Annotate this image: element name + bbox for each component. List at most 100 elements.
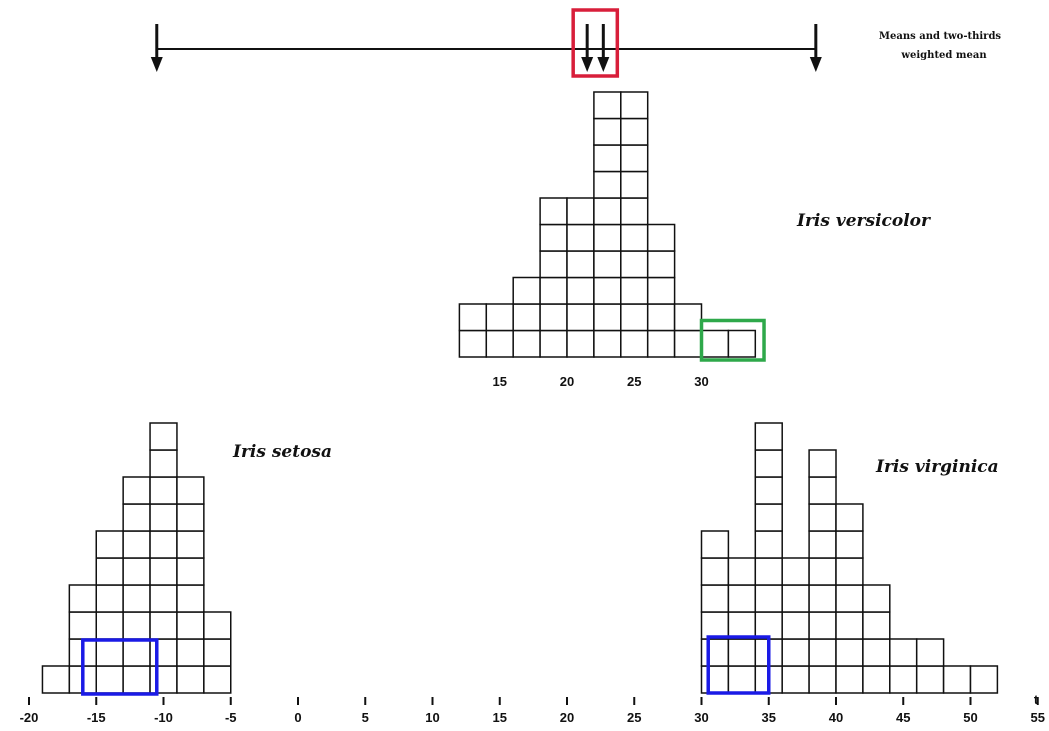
hist-cell-virginica [754, 530, 783, 559]
hist-cell-virginica [862, 584, 891, 613]
hist-cell-virginica [727, 638, 757, 667]
hist-cell-versicolor [593, 303, 622, 332]
hist-cell-versicolor [620, 197, 649, 226]
hist-cell-versicolor [620, 117, 649, 146]
series-label-virginica: Iris virginica [875, 457, 999, 477]
versicolor-tick-label: 20 [560, 374, 574, 389]
x-tick-label: 40 [829, 710, 843, 725]
hist-cell-setosa [95, 557, 124, 586]
hist-cell-versicolor [593, 144, 622, 173]
x-tick-label: -15 [87, 710, 106, 725]
means-axis [150, 24, 822, 72]
hist-cell-virginica [808, 557, 837, 586]
hist-cell-virginica [754, 584, 783, 613]
x-tick-label: 50 [963, 710, 977, 725]
hist-cell-setosa [122, 584, 151, 613]
hist-cell-setosa [176, 503, 205, 532]
hist-cell-virginica [835, 638, 864, 667]
hist-cell-setosa [95, 611, 124, 640]
hist-cell-setosa [149, 665, 178, 694]
hist-cell-versicolor [593, 276, 622, 305]
hist-cell-versicolor [620, 170, 649, 199]
hist-cell-setosa [41, 665, 71, 694]
hist-cell-setosa [95, 665, 124, 694]
hist-cell-virginica [915, 665, 945, 694]
means-note-line-1: Means and two-thirds [879, 31, 1002, 42]
hist-cell-virginica [808, 611, 837, 640]
hist-cell-virginica [754, 611, 783, 640]
hist-cell-virginica [700, 665, 730, 694]
hist-cell-virginica [727, 584, 757, 613]
hist-cell-setosa [176, 557, 205, 586]
versicolor-tick-label: 15 [493, 374, 507, 389]
hist-cell-versicolor [593, 197, 622, 226]
hist-cell-versicolor [566, 197, 595, 226]
hist-cell-virginica [781, 584, 810, 613]
histogram-iris-setosa [41, 422, 232, 694]
hist-cell-versicolor [593, 117, 622, 146]
hist-cell-setosa [203, 611, 232, 640]
hist-cell-virginica [808, 530, 837, 559]
means-note-line-2: weighted mean [900, 50, 987, 61]
hist-cell-versicolor [512, 276, 541, 305]
x-tick-label: -20 [20, 710, 39, 725]
hist-cell-versicolor [566, 276, 595, 305]
highlight-box-versicolor [699, 318, 766, 362]
x-axis-label: t [1034, 692, 1039, 707]
hist-cell-setosa [176, 584, 205, 613]
x-tick-label: -10 [154, 710, 173, 725]
hist-cell-setosa [149, 584, 178, 613]
x-tick-label: 0 [294, 710, 301, 725]
hist-cell-setosa [149, 638, 178, 667]
hist-cell-virginica [700, 611, 730, 640]
hist-cell-versicolor [539, 276, 568, 305]
hist-cell-virginica [808, 665, 837, 694]
hist-cell-versicolor [727, 329, 757, 358]
hist-cell-versicolor [458, 329, 488, 358]
hist-cell-versicolor [539, 329, 568, 358]
hist-cell-virginica [835, 530, 864, 559]
hist-cell-virginica [862, 665, 891, 694]
hist-cell-setosa [176, 611, 205, 640]
hist-cell-versicolor [593, 170, 622, 199]
hist-cell-setosa [176, 530, 205, 559]
hist-cell-virginica [781, 665, 810, 694]
histogram-iris-versicolor [458, 91, 757, 358]
hist-cell-versicolor [673, 329, 703, 358]
hist-cell-versicolor [539, 197, 568, 226]
hist-cell-versicolor [620, 91, 649, 120]
hist-cell-setosa [203, 638, 232, 667]
hist-cell-setosa [122, 476, 151, 505]
hist-cell-versicolor [566, 329, 595, 358]
hist-cell-virginica [754, 476, 783, 505]
hist-cell-virginica [754, 557, 783, 586]
highlight-boxes [81, 8, 771, 696]
hist-cell-setosa [122, 557, 151, 586]
hist-cell-virginica [700, 638, 730, 667]
mean-arrow-head [581, 57, 594, 72]
hist-cell-virginica [889, 665, 918, 694]
hist-cell-versicolor [593, 223, 622, 252]
hist-cell-setosa [176, 638, 205, 667]
hist-cell-virginica [700, 557, 730, 586]
x-tick-label: 25 [627, 710, 641, 725]
hist-cell-versicolor [620, 329, 649, 358]
hist-cell-versicolor [485, 303, 514, 332]
hist-cell-versicolor [593, 91, 622, 120]
hist-cell-virginica [808, 449, 837, 478]
hist-cell-virginica [915, 638, 945, 667]
hist-cell-setosa [149, 422, 178, 451]
hist-cell-setosa [122, 611, 151, 640]
hist-cell-setosa [122, 665, 151, 694]
hist-cell-versicolor [539, 223, 568, 252]
versicolor-tick-label: 25 [627, 374, 641, 389]
x-tick-label: -5 [225, 710, 237, 725]
hist-cell-versicolor [566, 303, 595, 332]
x-tick-label: 15 [493, 710, 507, 725]
hist-cell-virginica [781, 557, 810, 586]
series-label-versicolor: Iris versicolor [796, 211, 931, 231]
highlight-box-setosa [81, 638, 159, 696]
hist-cell-virginica [862, 611, 891, 640]
hist-cell-versicolor [458, 303, 488, 332]
hist-cell-setosa [68, 584, 97, 613]
